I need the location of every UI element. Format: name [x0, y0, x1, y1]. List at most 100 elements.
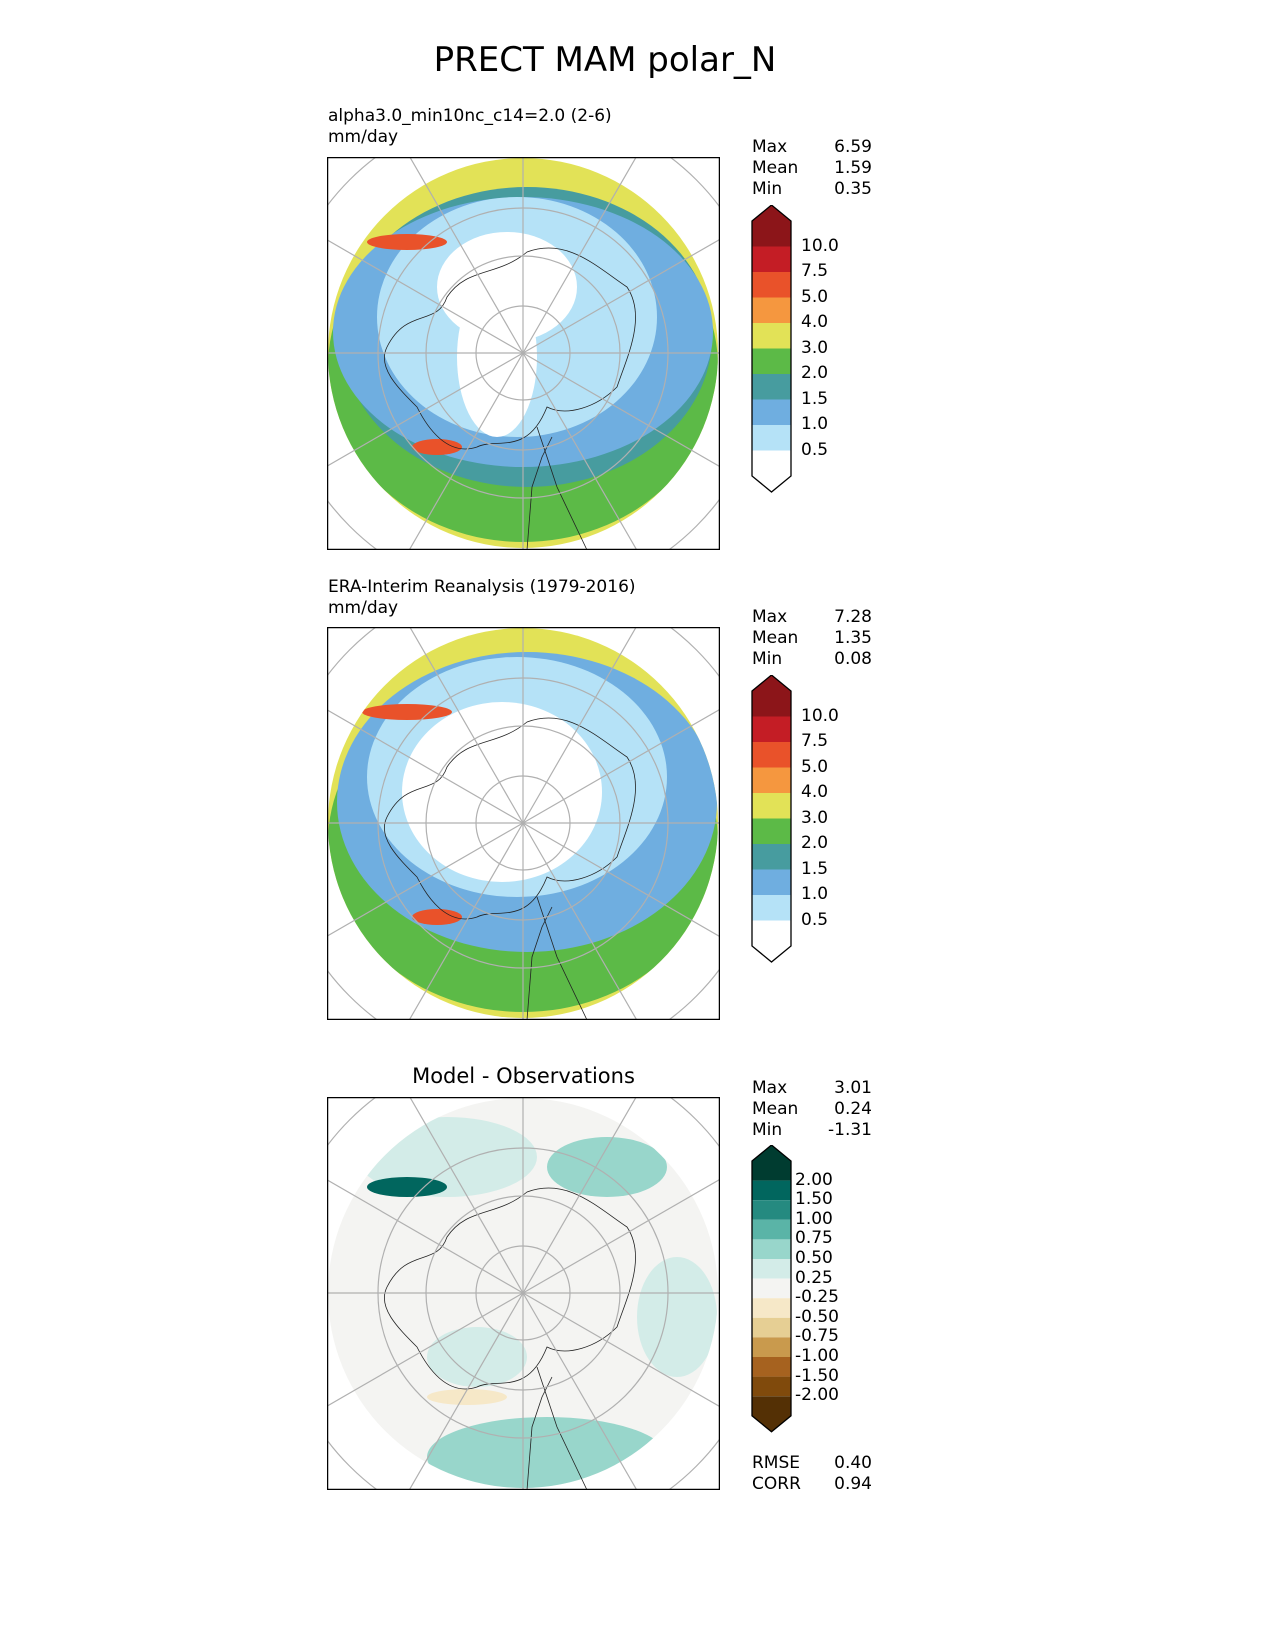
longitude-line	[327, 352, 524, 467]
colorbar-tick-label: 7.5	[801, 261, 829, 281]
panel1-title: alpha3.0_min10nc_c14=2.0 (2-6)	[328, 106, 612, 126]
longitude-line	[409, 627, 524, 824]
colorbar-extend-max	[752, 675, 791, 717]
stat-value: 0.08	[834, 649, 872, 669]
longitude-line	[522, 1097, 637, 1294]
panel3-title: Model - Observations	[412, 1064, 635, 1088]
longitude-line	[522, 352, 638, 550]
longitude-line	[327, 709, 524, 824]
colorbar-band	[752, 297, 791, 323]
colorbar-tick-label: 1.5	[801, 858, 829, 879]
coastline	[384, 1187, 636, 1390]
colorbar-tick-label: 3.0	[801, 337, 829, 358]
colorbar-band	[752, 246, 791, 272]
panel2-stats: Max 7.28 Mean 1.35 Min 0.08	[752, 607, 872, 670]
longitude-line	[409, 157, 524, 354]
contour-fill	[427, 1389, 507, 1405]
stat-label: Max	[752, 607, 788, 627]
colorbar-extend-min	[752, 1396, 791, 1432]
colorbar-tick-label: 2.0	[801, 363, 829, 383]
panel1-polar-map	[327, 157, 720, 550]
colorbar-outline	[751, 205, 792, 493]
colorbar-band	[752, 323, 791, 349]
longitude-line	[408, 822, 524, 1020]
longitude-line	[408, 1292, 524, 1490]
longitude-line	[522, 157, 637, 354]
contour-fill	[412, 439, 462, 455]
stat-value: 1.35	[834, 628, 872, 648]
longitude-line	[522, 352, 720, 468]
stat-value: 6.59	[834, 137, 872, 157]
contour-fill	[367, 1177, 447, 1197]
colorbar-tick-label: 1.5	[801, 388, 829, 409]
colorbar-tick-label: 1.0	[801, 884, 829, 904]
stat-label: Mean	[752, 628, 799, 648]
panel3-metrics: RMSE 0.40 CORR 0.94	[752, 1453, 872, 1495]
panel3-stats: Max 3.01 Mean 0.24 Min -1.31	[752, 1078, 872, 1141]
colorbar-band	[752, 1317, 791, 1338]
longitude-line	[522, 1292, 720, 1408]
longitude-line	[522, 822, 638, 1020]
colorbar-tick-label: -2.00	[795, 1385, 839, 1406]
map-frame	[327, 627, 720, 1020]
stat-label: Min	[752, 649, 783, 669]
colorbar-band	[752, 1376, 791, 1397]
metric-value: 0.94	[834, 1474, 872, 1494]
colorbar-tick-label: 0.25	[795, 1267, 833, 1288]
stat-label: Mean	[752, 158, 799, 178]
metric-label: RMSE	[752, 1453, 801, 1473]
metric-value: 0.40	[834, 1453, 872, 1473]
longitude-line	[327, 1292, 524, 1407]
contour-fill	[412, 909, 462, 925]
colorbar-tick-label: 0.5	[801, 439, 829, 460]
colorbar-tick-label: 7.5	[801, 731, 829, 751]
stat-label: Min	[752, 179, 783, 199]
coastline	[384, 247, 636, 450]
contour-fill	[547, 1137, 667, 1197]
stat-value: 0.24	[834, 1099, 872, 1119]
colorbar-outline	[751, 675, 792, 963]
colorbar-band	[752, 716, 791, 742]
colorbar-tick-label: 0.50	[795, 1248, 833, 1268]
colorbar-tick-label: -0.75	[795, 1326, 839, 1347]
stat-label: Max	[752, 137, 788, 157]
colorbar-svg	[751, 205, 792, 493]
colorbar-tick-label: 4.0	[801, 312, 829, 332]
colorbar-tick-label: 1.00	[795, 1208, 833, 1229]
colorbar-band	[752, 1357, 791, 1377]
longitude-line	[522, 1178, 720, 1294]
longitude-line	[408, 352, 524, 550]
contour-fill	[457, 277, 537, 437]
figure-title: PRECT MAM polar_N	[433, 40, 777, 80]
colorbar-tick-label: 0.75	[795, 1228, 833, 1249]
colorbar-band	[752, 818, 791, 844]
longitude-line	[409, 1097, 524, 1294]
contour-fill	[362, 704, 452, 720]
panel3-colorbar: 2.00 1.50 1.00 0.75 0.50 0.25 -0.25 -0.50 -0.75-…	[745, 1145, 885, 1445]
colorbar-band	[752, 767, 791, 793]
panel2-title: ERA-Interim Reanalysis (1979-2016)	[328, 577, 636, 597]
panel1-header: alpha3.0_min10nc_c14=2.0 (2-6) mm/day	[328, 106, 612, 148]
colorbar-tick-label: 1.0	[801, 414, 829, 434]
colorbar-band	[752, 793, 791, 819]
colorbar-tick-label: 4.0	[801, 782, 829, 802]
colorbar-tick-label: 0.5	[801, 909, 829, 930]
colorbar-tick-label: 3.0	[801, 807, 829, 828]
colorbar-band	[752, 1200, 791, 1220]
panel1-colorbar: 10.0 7.5 5.0 4.0 3.0 2.0 1.5 1.0 0.5	[745, 205, 885, 505]
colorbar-tick-label: 10.0	[801, 705, 839, 726]
colorbar-band	[752, 425, 791, 451]
longitude-line	[327, 822, 524, 937]
longitude-line	[327, 1179, 524, 1294]
panel2-colorbar: 10.0 7.5 5.0 4.0 3.0 2.0 1.5 1.0 0.5	[745, 675, 885, 975]
colorbar-band	[752, 742, 791, 768]
stat-value: 7.28	[834, 607, 872, 627]
colorbar-svg	[751, 675, 792, 963]
colorbar-tick-label: 10.0	[801, 235, 839, 256]
contour-fill	[637, 1257, 717, 1377]
colorbar-band	[752, 348, 791, 374]
colorbar-svg	[751, 1145, 792, 1433]
map-frame	[327, 1097, 720, 1490]
coastline	[384, 717, 636, 920]
stat-value: 1.59	[834, 158, 872, 178]
